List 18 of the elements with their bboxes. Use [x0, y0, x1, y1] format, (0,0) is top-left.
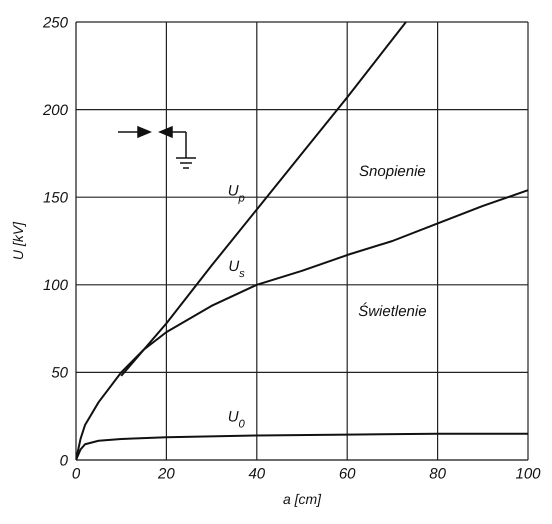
y-tick-label: 0 [60, 452, 69, 470]
x-tick-label: 80 [429, 466, 447, 483]
series-label: U$_{s}$ [228, 258, 246, 280]
y-tick-label: 250 [42, 14, 69, 32]
annotation: Snopienie [359, 162, 426, 180]
x-tick-label: 0 [72, 466, 81, 483]
x-tick-label: 20 [157, 466, 176, 483]
x-tick-label: 100 [515, 466, 542, 483]
x-tick-label: 40 [248, 466, 266, 483]
x-axis-title: a [cm] [282, 491, 322, 507]
y-tick-label: 50 [51, 364, 69, 382]
annotation: Świetlenie [358, 302, 427, 320]
y-tick-label: 100 [42, 277, 69, 294]
series-label: U$_{0}$ [228, 408, 246, 430]
y-axis-title: U [kV] [10, 220, 26, 260]
y-tick-label: 200 [42, 102, 69, 119]
x-tick-label: 60 [338, 466, 356, 483]
y-tick-label: 150 [42, 190, 69, 207]
